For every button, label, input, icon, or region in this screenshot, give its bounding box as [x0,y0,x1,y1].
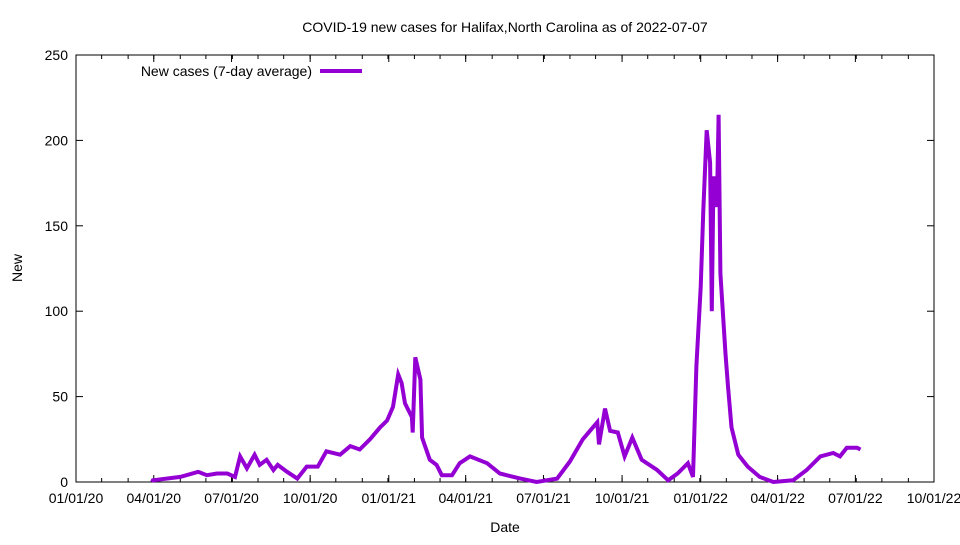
y-tick-label: 100 [45,303,69,319]
x-tick-label: 04/01/22 [750,490,805,506]
y-axis-label: New [9,253,25,282]
chart-title: COVID-19 new cases for Halifax,North Car… [302,19,708,35]
x-tick-label: 04/01/21 [438,490,493,506]
plot-area [152,115,861,482]
legend-label: New cases (7-day average) [141,63,312,79]
x-tick-label: 01/01/20 [49,490,104,506]
x-tick-label: 01/01/21 [362,490,417,506]
y-tick-label: 200 [45,132,69,148]
x-axis-label: Date [490,519,520,535]
x-tick-label: 01/01/22 [673,490,728,506]
y-tick-label: 50 [52,389,68,405]
legend: New cases (7-day average) [141,63,362,79]
x-tick-label: 07/01/21 [516,490,571,506]
x-tick-label: 10/01/21 [595,490,650,506]
plot-border [76,55,934,482]
x-tick-label: 07/01/22 [828,490,883,506]
y-tick-label: 250 [45,47,69,63]
y-tick-label: 150 [45,218,69,234]
x-tick-label: 07/01/20 [204,490,259,506]
x-tick-label: 10/01/20 [283,490,338,506]
y-tick-label: 0 [60,474,68,490]
x-tick-label: 10/01/22 [907,490,960,506]
x-tick-label: 04/01/20 [127,490,182,506]
axes: 0 50 100 150 200 250 01/01/20 04/01/20 07/01/20 1… [45,47,960,506]
series-line-new-cases [152,115,860,482]
